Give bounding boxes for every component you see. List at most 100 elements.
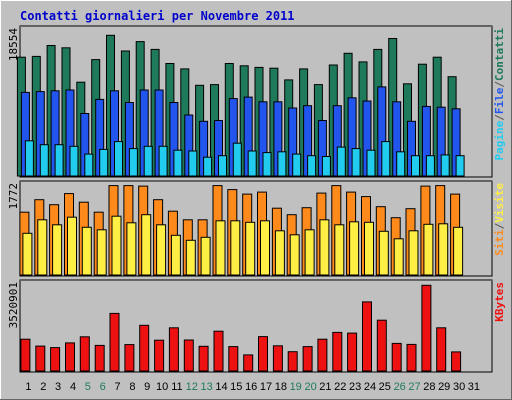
y-max-label: 1772 — [7, 183, 20, 210]
bar-siti-day-1 — [22, 232, 33, 276]
day-label: 18 — [275, 381, 287, 393]
bar-kbytes-day-20 — [302, 346, 313, 372]
bar-pagine-day-8 — [128, 148, 138, 177]
day-label: 11 — [171, 381, 182, 393]
bar-siti-day-25 — [378, 230, 389, 276]
panel-3: 3520901 KBytes — [7, 279, 506, 373]
bar-pagine-day-16 — [247, 150, 257, 177]
bar-siti-day-9 — [141, 214, 152, 276]
day-label: 10 — [156, 381, 168, 393]
bar-pagine-day-19 — [292, 153, 302, 177]
chart-panels: 18554Pagine/File/Contatti1772Siti/Visite… — [7, 25, 506, 373]
bar-pagine-day-25 — [381, 141, 391, 177]
bar-kbytes-day-25 — [376, 319, 387, 372]
day-label: 17 — [260, 381, 272, 393]
day-label: 3 — [55, 381, 61, 393]
day-label: 23 — [349, 381, 361, 393]
bar-siti-day-17 — [260, 220, 270, 276]
legend-item: / — [493, 114, 506, 121]
bar-siti-day-27 — [408, 230, 419, 276]
day-label: 2 — [40, 381, 46, 393]
bar-kbytes-day-23 — [347, 332, 358, 372]
bar-siti-day-12 — [185, 239, 196, 276]
bar-kbytes-day-10 — [154, 339, 165, 372]
bar-kbytes-day-19 — [287, 351, 298, 372]
bar-pagine-day-17 — [262, 152, 272, 177]
y-max-label: 18554 — [7, 28, 20, 61]
bar-kbytes-day-3 — [50, 347, 61, 372]
legend-item: Visite — [493, 183, 506, 223]
day-label: 20 — [304, 381, 316, 393]
bar-pagine-day-18 — [277, 151, 287, 177]
day-label: 15 — [230, 381, 242, 393]
bar-pagine-day-6 — [99, 148, 109, 177]
bar-pagine-day-1 — [24, 140, 34, 177]
day-label: 22 — [334, 381, 346, 393]
bar-kbytes-day-26 — [391, 342, 402, 372]
day-label: 6 — [100, 381, 106, 393]
bar-siti-day-4 — [67, 216, 77, 276]
bar-kbytes-day-4 — [65, 342, 75, 372]
day-label: 21 — [319, 381, 331, 393]
bar-pagine-day-15 — [232, 142, 242, 177]
legend-item: Siti — [493, 229, 506, 256]
day-label: 7 — [114, 381, 120, 393]
chart-title: Contatti giornalieri per Novembre 2011 — [20, 9, 295, 23]
bar-siti-day-26 — [393, 238, 404, 276]
bar-pagine-day-21 — [321, 156, 331, 177]
bar-pagine-day-13 — [203, 156, 213, 177]
bar-siti-day-22 — [334, 224, 345, 276]
bar-siti-day-15 — [230, 220, 241, 276]
day-label: 5 — [85, 381, 91, 393]
panel-frame — [19, 279, 493, 373]
day-label: 8 — [129, 381, 135, 393]
bar-kbytes-day-9 — [139, 324, 150, 372]
bar-pagine-day-12 — [188, 150, 198, 177]
bar-pagine-day-4 — [69, 145, 79, 177]
day-label: 28 — [423, 381, 435, 393]
bar-pagine-day-24 — [366, 149, 376, 177]
panel-2: 1772 Siti/Visite — [7, 180, 506, 277]
bar-pagine-day-30 — [455, 155, 465, 177]
day-label: 25 — [379, 381, 391, 393]
bar-siti-day-20 — [304, 229, 315, 276]
bar-pagine-day-26 — [396, 151, 406, 177]
bar-pagine-day-2 — [39, 144, 49, 177]
bar-siti-day-8 — [126, 222, 137, 276]
day-label: 29 — [438, 381, 450, 393]
bar-kbytes-day-2 — [35, 345, 46, 372]
legend-item: KBytes — [493, 282, 506, 322]
bar-pagine-day-3 — [54, 144, 64, 177]
bar-siti-day-23 — [349, 221, 360, 276]
day-label: 31 — [468, 381, 480, 393]
bar-kbytes-day-24 — [362, 301, 372, 372]
legend-label: Pagine/File/Contatti — [493, 28, 506, 161]
bar-pagine-day-23 — [351, 148, 361, 177]
bar-siti-day-29 — [438, 223, 449, 276]
bar-kbytes-day-29 — [436, 327, 447, 372]
day-label: 16 — [245, 381, 257, 393]
day-label: 9 — [144, 381, 150, 393]
bar-pagine-day-27 — [411, 155, 420, 177]
bar-siti-day-6 — [96, 229, 107, 276]
bar-siti-day-14 — [215, 220, 226, 276]
bar-siti-day-24 — [364, 221, 374, 276]
bar-pagine-day-9 — [143, 145, 153, 177]
bar-siti-day-18 — [274, 230, 285, 276]
bar-kbytes-day-12 — [183, 339, 194, 372]
day-label: 24 — [364, 381, 376, 393]
bar-kbytes-day-27 — [406, 343, 417, 372]
bar-pagine-day-20 — [307, 155, 317, 177]
legend-item: File — [493, 87, 506, 114]
bar-pagine-day-29 — [440, 154, 450, 177]
legend-item: Contatti — [493, 28, 506, 81]
day-label: 4 — [70, 381, 76, 393]
legend-item: Pagine — [493, 120, 506, 160]
y-max-label: 3520901 — [7, 282, 20, 328]
bar-siti-day-2 — [37, 219, 48, 276]
bar-pagine-day-10 — [158, 145, 168, 177]
bar-siti-day-21 — [319, 219, 330, 276]
bar-siti-day-19 — [289, 234, 300, 276]
